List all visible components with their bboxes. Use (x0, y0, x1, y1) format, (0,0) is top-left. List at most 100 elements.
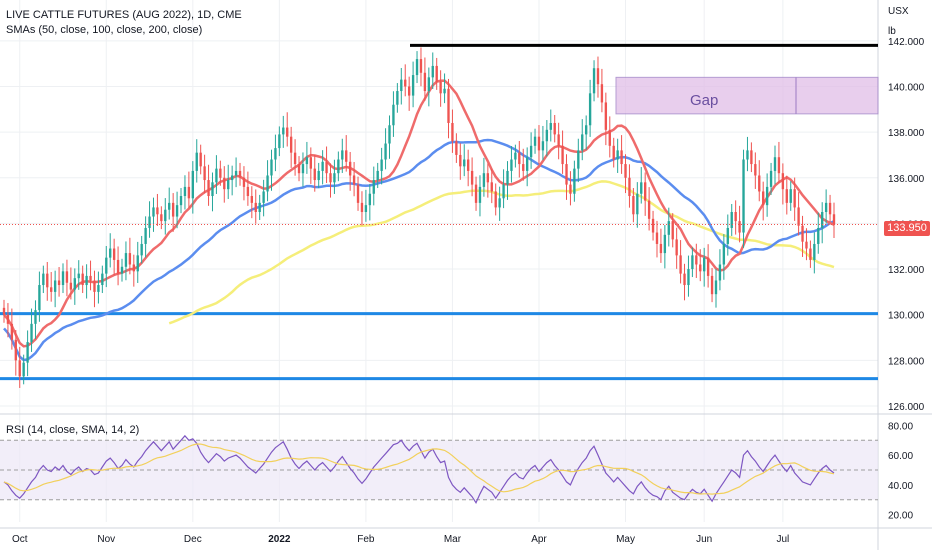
candle-203 (801, 215, 804, 257)
candle-179 (706, 244, 710, 288)
candle-body-184 (726, 227, 729, 244)
candle-196 (773, 145, 777, 185)
candle-7 (30, 308, 33, 352)
candle-171 (675, 227, 678, 269)
candle-body-199 (785, 189, 788, 203)
candle-98 (388, 115, 391, 159)
price-tick-2: 138.000 (888, 128, 925, 139)
candle-163 (644, 172, 647, 216)
time-tick-2: Dec (184, 534, 202, 545)
candle-body-98 (388, 125, 391, 144)
candle-body-141 (557, 134, 560, 146)
candle-body-94 (372, 180, 375, 194)
candle-body-107 (423, 72, 427, 92)
candle-157 (620, 135, 623, 174)
candle-body-9 (38, 285, 41, 311)
candle-120 (474, 176, 478, 211)
candle-body-185 (730, 212, 733, 228)
candle-177 (699, 249, 702, 282)
candle-body-88 (348, 161, 352, 176)
candle-72 (286, 112, 289, 147)
candle-body-71 (282, 127, 285, 135)
candle-body-15 (61, 271, 65, 286)
candle-202 (797, 192, 800, 236)
candle-144 (569, 171, 572, 206)
candle-body-11 (46, 273, 49, 288)
candle-21 (85, 264, 88, 299)
candle-173 (683, 263, 686, 301)
candle-108 (427, 67, 431, 107)
candle-body-187 (738, 221, 741, 233)
candle-body-72 (286, 127, 289, 137)
price-tick-3: 136.000 (888, 174, 925, 185)
candle-body-68 (270, 159, 273, 176)
candlestick-series[interactable] (2, 47, 836, 388)
candle-body-44 (175, 205, 179, 217)
price-tick-8: 126.000 (888, 402, 925, 413)
currency-label: USX (888, 6, 909, 17)
candle-84 (333, 159, 336, 194)
candle-91 (360, 191, 364, 226)
candle-172 (679, 240, 682, 284)
candle-96 (380, 147, 383, 185)
candle-body-42 (168, 202, 171, 210)
candle-90 (356, 176, 360, 211)
candle-77 (305, 141, 309, 174)
candle-14 (57, 267, 61, 297)
candle-109 (431, 52, 434, 89)
candle-body-17 (69, 282, 73, 290)
candle-6 (26, 330, 29, 377)
candle-body-110 (435, 65, 438, 82)
candle-175 (691, 247, 694, 278)
candle-11 (46, 261, 49, 301)
candle-body-39 (156, 207, 159, 215)
candle-18 (73, 268, 76, 305)
candle-body-27 (109, 248, 112, 258)
candle-49 (195, 139, 198, 183)
candle-44 (175, 191, 179, 229)
candle-body-164 (647, 200, 651, 219)
candle-body-151 (596, 68, 600, 85)
candle-189 (746, 136, 749, 172)
candle-body-73 (289, 136, 293, 153)
candle-181 (714, 268, 718, 308)
candle-27 (109, 233, 112, 268)
candle-body-87 (345, 150, 348, 162)
candle-2 (10, 308, 14, 350)
candle-101 (400, 67, 403, 105)
candle-body-147 (581, 134, 584, 151)
candle-16 (65, 259, 69, 297)
candle-body-121 (478, 186, 482, 203)
candle-body-79 (313, 168, 316, 181)
rsi-axis[interactable]: 80.00 60.00 40.00 20.00 (888, 421, 913, 521)
candle-body-198 (781, 173, 785, 190)
candle-body-124 (490, 182, 493, 192)
candle-206 (813, 232, 816, 274)
candle-body-126 (498, 198, 501, 208)
candle-8 (34, 300, 37, 340)
candle-body-106 (419, 59, 423, 73)
candle-body-197 (777, 157, 781, 174)
candle-55 (219, 160, 222, 186)
candle-body-189 (746, 150, 749, 160)
candle-body-113 (447, 88, 450, 123)
candle-body-186 (734, 212, 737, 222)
candle-body-36 (144, 227, 147, 244)
candle-115 (455, 133, 458, 163)
candle-body-22 (89, 275, 92, 281)
candle-192 (758, 160, 761, 202)
candle-body-137 (541, 141, 545, 151)
candle-body-75 (297, 164, 301, 174)
time-axis[interactable]: Oct Nov Dec 2022 Feb Mar Apr May Jun Jul (12, 534, 789, 545)
candle-116 (459, 143, 462, 180)
candle-body-203 (801, 225, 804, 242)
candle-body-158 (624, 164, 627, 178)
candle-body-143 (565, 164, 568, 185)
candle-body-172 (679, 255, 682, 274)
candle-207 (817, 212, 820, 254)
candle-46 (183, 175, 187, 210)
candle-123 (486, 163, 490, 198)
candle-body-157 (620, 150, 623, 165)
candle-159 (628, 164, 631, 208)
